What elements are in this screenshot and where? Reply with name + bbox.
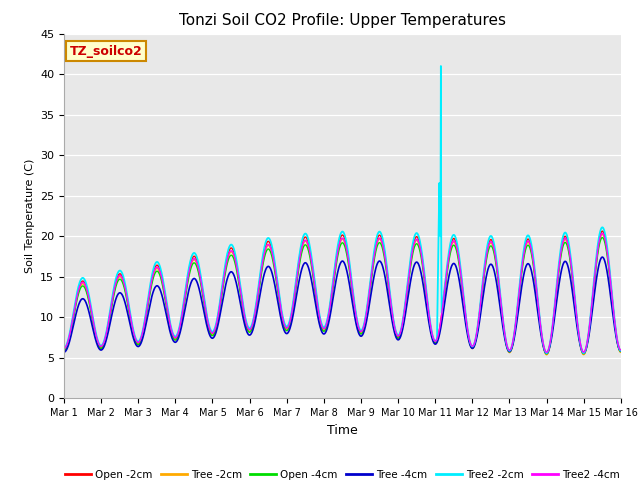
- Tree2 -4cm: [617, 347, 625, 353]
- Tree2 -4cm: [246, 326, 254, 332]
- Title: Tonzi Soil CO2 Profile: Upper Temperatures: Tonzi Soil CO2 Profile: Upper Temperatur…: [179, 13, 506, 28]
- Open -4cm: [170, 336, 178, 342]
- Tree -4cm: [60, 349, 68, 355]
- Tree -4cm: [551, 311, 559, 317]
- Tree -2cm: [429, 336, 436, 342]
- Tree -4cm: [429, 337, 436, 343]
- Y-axis label: Soil Temperature (C): Soil Temperature (C): [24, 159, 35, 273]
- Line: Tree -4cm: Tree -4cm: [64, 257, 621, 353]
- Tree -4cm: [543, 350, 550, 356]
- Tree2 -2cm: [170, 333, 178, 339]
- Tree2 -4cm: [429, 334, 436, 339]
- Open -2cm: [617, 349, 625, 355]
- Open -4cm: [598, 235, 606, 240]
- Tree -2cm: [246, 328, 254, 334]
- Tree -4cm: [170, 339, 178, 345]
- Open -2cm: [543, 351, 550, 357]
- Open -2cm: [60, 347, 68, 352]
- Tree2 -2cm: [246, 325, 254, 331]
- Tree2 -4cm: [543, 349, 550, 355]
- Tree -4cm: [617, 348, 625, 354]
- Tree2 -2cm: [437, 63, 445, 69]
- Open -2cm: [170, 335, 178, 340]
- Tree -4cm: [502, 339, 509, 345]
- Tree -2cm: [617, 349, 625, 355]
- Open -4cm: [617, 348, 625, 354]
- Open -2cm: [551, 301, 559, 307]
- Tree -2cm: [184, 277, 191, 283]
- Tree -2cm: [551, 303, 559, 309]
- Tree -2cm: [543, 352, 550, 358]
- Tree -2cm: [598, 231, 606, 237]
- Line: Tree2 -4cm: Tree2 -4cm: [64, 233, 621, 352]
- Open -4cm: [543, 351, 550, 357]
- Open -2cm: [598, 228, 606, 234]
- X-axis label: Time: Time: [327, 424, 358, 437]
- Tree -4cm: [598, 254, 606, 260]
- Tree -2cm: [170, 336, 178, 342]
- Tree2 -2cm: [552, 295, 559, 300]
- Line: Tree2 -2cm: Tree2 -2cm: [64, 66, 621, 353]
- Open -4cm: [551, 303, 559, 309]
- Open -4cm: [429, 336, 436, 342]
- Tree -4cm: [246, 332, 254, 338]
- Tree2 -2cm: [617, 348, 625, 354]
- Open -2cm: [429, 335, 436, 340]
- Tree -4cm: [184, 292, 191, 298]
- Tree2 -2cm: [184, 271, 191, 277]
- Open -2cm: [184, 274, 191, 280]
- Text: TZ_soilco2: TZ_soilco2: [70, 45, 142, 58]
- Open -2cm: [246, 326, 254, 332]
- Open -4cm: [246, 329, 254, 335]
- Tree2 -2cm: [543, 350, 550, 356]
- Open -2cm: [502, 336, 509, 342]
- Open -4cm: [502, 337, 509, 343]
- Open -4cm: [184, 279, 191, 285]
- Open -4cm: [60, 348, 68, 354]
- Tree2 -2cm: [60, 345, 68, 351]
- Legend: Open -2cm, Tree -2cm, Open -4cm, Tree -4cm, Tree2 -2cm, Tree2 -4cm: Open -2cm, Tree -2cm, Open -4cm, Tree -4…: [61, 466, 624, 480]
- Tree2 -4cm: [184, 276, 191, 281]
- Tree2 -2cm: [502, 337, 509, 343]
- Tree -2cm: [502, 337, 509, 343]
- Tree -2cm: [60, 348, 68, 354]
- Tree2 -4cm: [60, 346, 68, 351]
- Tree2 -4cm: [598, 230, 606, 236]
- Tree2 -4cm: [502, 336, 509, 341]
- Line: Open -4cm: Open -4cm: [64, 238, 621, 354]
- Line: Tree -2cm: Tree -2cm: [64, 234, 621, 355]
- Tree2 -4cm: [170, 334, 178, 340]
- Tree2 -4cm: [551, 301, 559, 307]
- Tree2 -2cm: [429, 333, 436, 339]
- Line: Open -2cm: Open -2cm: [64, 231, 621, 354]
